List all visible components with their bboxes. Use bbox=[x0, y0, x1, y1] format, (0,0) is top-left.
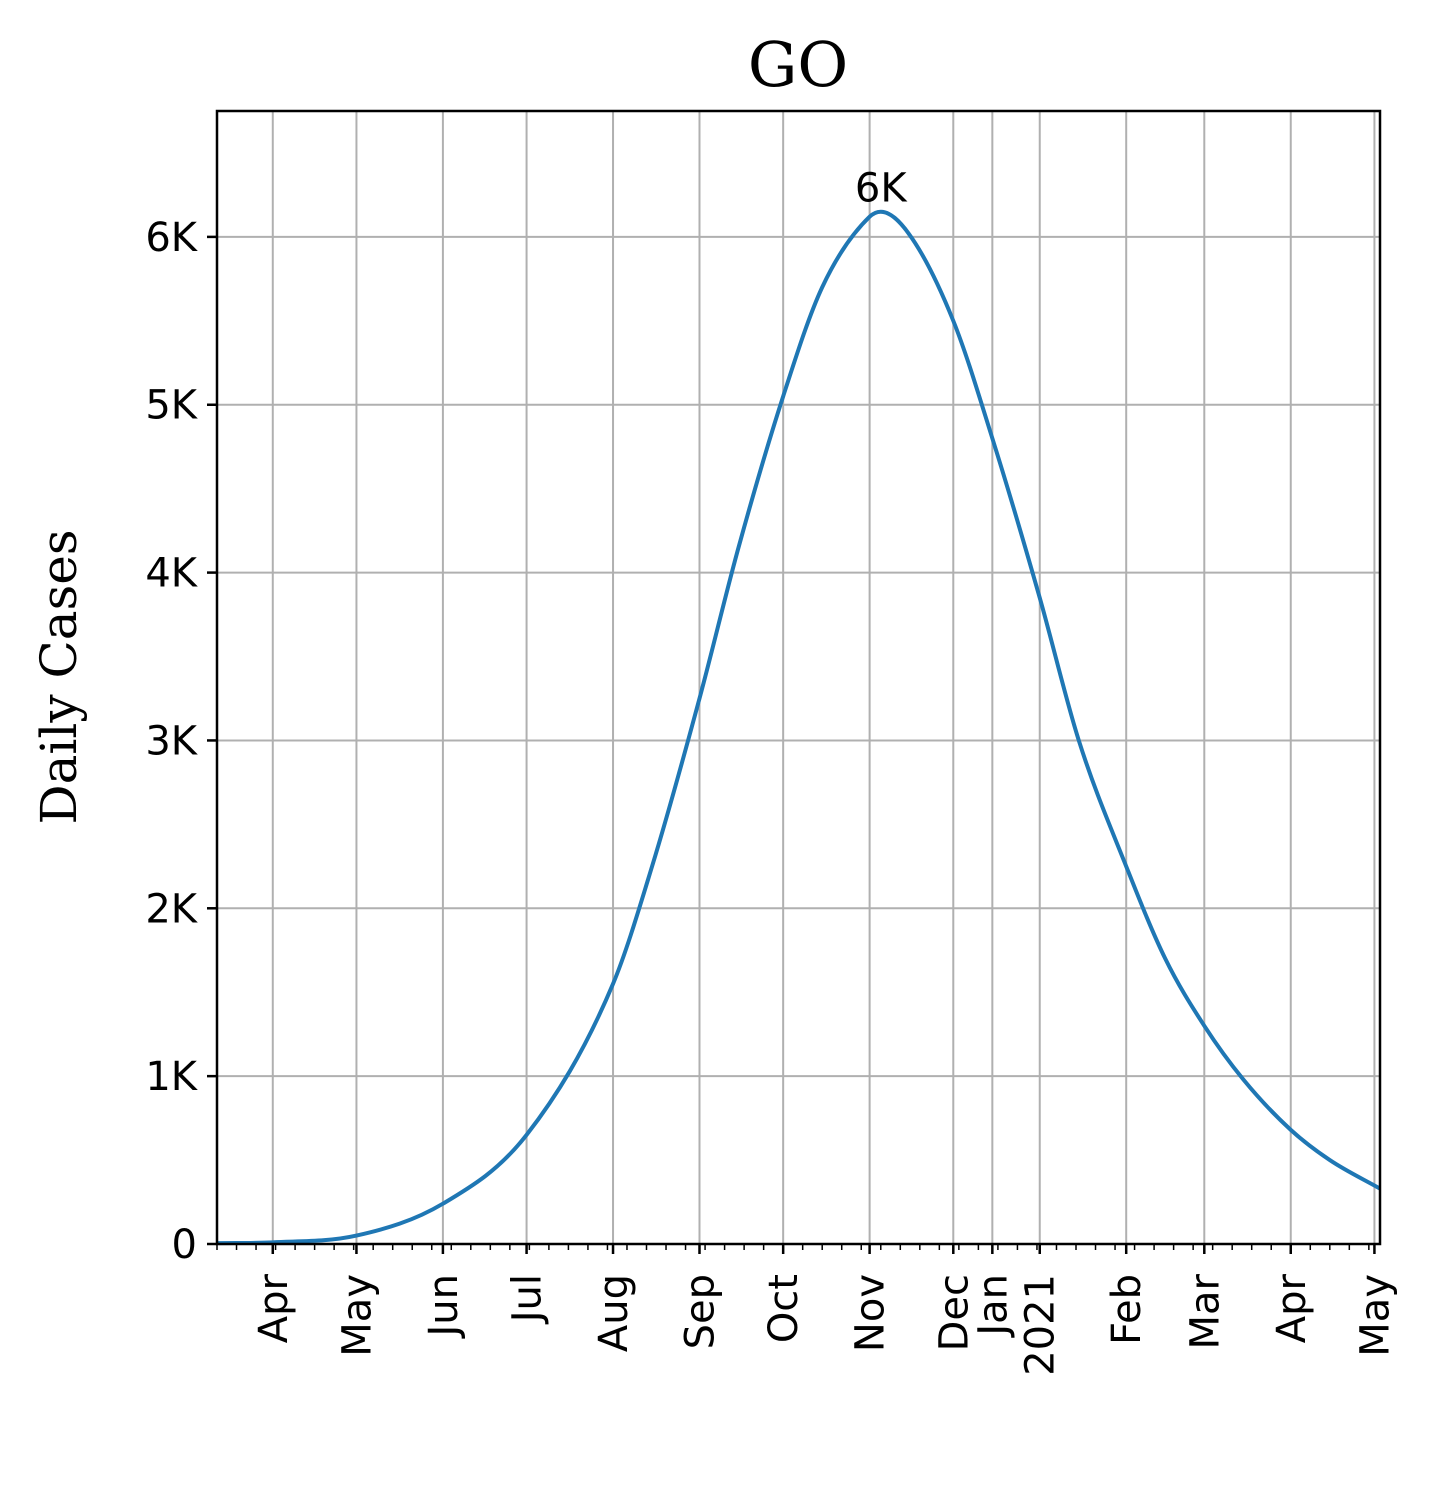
x-tick-label: Jan bbox=[970, 1274, 1016, 1339]
plot-frame bbox=[215, 109, 1382, 1246]
peak-label: 6K bbox=[855, 166, 908, 212]
x-tick-label: Feb bbox=[1104, 1274, 1150, 1345]
x-tick-label: Nov bbox=[848, 1274, 894, 1352]
grid bbox=[217, 111, 1380, 1244]
y-tick-label: 0 bbox=[172, 1222, 197, 1268]
x-tick-label: Mar bbox=[1182, 1273, 1228, 1349]
x-tick-label: Apr bbox=[251, 1273, 297, 1343]
y-axis-label: Daily Cases bbox=[30, 530, 88, 825]
y-tick-label: 2K bbox=[145, 886, 198, 932]
x-tick-label: Jul bbox=[505, 1274, 551, 1325]
annotations: 6K bbox=[855, 166, 908, 212]
y-tick-label: 5K bbox=[145, 383, 198, 429]
x-tick-label: Apr bbox=[1269, 1273, 1315, 1343]
y-tick-label: 1K bbox=[145, 1054, 198, 1100]
x-tick-label: May bbox=[334, 1274, 380, 1357]
y-tick-label: 6K bbox=[145, 215, 198, 261]
y-tick-label: 3K bbox=[145, 718, 198, 764]
x-tick-label: Aug bbox=[591, 1274, 637, 1352]
chart-title: GO bbox=[748, 28, 848, 101]
x-tick-label: Sep bbox=[677, 1274, 723, 1349]
x-tick-label: Jun bbox=[421, 1274, 467, 1340]
x-tick-label: Oct bbox=[761, 1274, 807, 1343]
y-tick-label: 4K bbox=[145, 551, 198, 597]
ticks: 0 1K 2K 3K 4K 5K 6K Apr May Jun Jul Aug Sep Oct Nov Dec… bbox=[145, 215, 1398, 1376]
series-layer bbox=[216, 209, 1381, 1246]
series-line bbox=[216, 209, 1381, 1246]
x-tick-label: May bbox=[1352, 1274, 1398, 1357]
x-tick-label: Dec bbox=[931, 1274, 977, 1351]
x-tick-label: 2021 bbox=[1018, 1274, 1064, 1376]
